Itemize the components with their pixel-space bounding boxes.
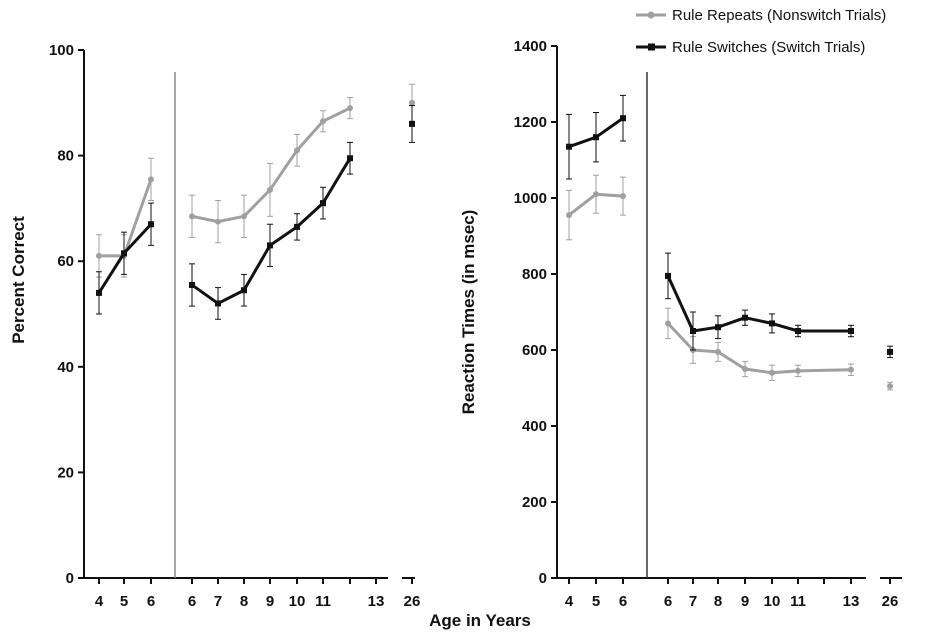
y-tick-label: 200 [522,494,547,511]
data-point [148,221,154,228]
data-point [620,193,626,200]
x-tick-label: 10 [289,593,306,610]
data-point [742,314,748,321]
data-point [848,328,854,334]
x-tick-label: 6 [147,593,155,610]
x-tick-label: 4 [565,593,574,610]
data-point [241,287,247,294]
legend: Rule Repeats (Nonswitch Trials) Rule Swit… [636,7,886,56]
data-point [347,155,353,162]
data-point [215,218,221,225]
data-point [593,191,599,198]
data-point [887,383,893,390]
x-tick-label: 13 [843,593,860,610]
data-point [320,200,326,207]
x-tick-label: 4 [95,593,104,610]
data-point [320,118,326,125]
y-tick-label: 80 [57,148,74,165]
data-point [566,143,572,150]
y-tick-label: 400 [522,418,547,435]
data-point [887,348,893,355]
legend-label: Rule Repeats (Nonswitch Trials) [672,7,886,24]
x-tick-label: 11 [790,593,806,610]
data-point [795,367,801,374]
data-point [769,369,775,376]
x-axis-label: Age in Years [429,611,531,630]
data-point [215,300,221,307]
series-line [191,106,351,224]
data-point [96,252,102,259]
y-tick-label: 800 [522,266,547,283]
data-point [566,212,572,219]
data-point [294,147,300,154]
y-tick-label: 0 [539,570,547,587]
data-point [690,328,696,334]
data-point [148,176,154,183]
data-point [121,250,127,257]
data-point [665,272,671,279]
legend-marker [648,43,655,51]
y-axis-label: Percent Correct [9,216,28,344]
data-point [267,186,273,193]
data-point [593,134,599,141]
x-tick-label: 13 [368,593,385,610]
data-point [294,223,300,230]
data-point [96,289,102,296]
y-tick-label: 20 [57,464,74,481]
y-tick-label: 60 [57,253,74,270]
x-tick-label: 6 [188,593,196,610]
x-tick-label: 9 [741,593,749,610]
data-point [620,115,626,122]
legend-label: Rule Switches (Switch Trials) [672,39,865,56]
data-point [848,366,854,373]
y-tick-label: 1200 [514,114,547,131]
x-tick-label: 6 [619,593,627,610]
percent-correct-chart: 0 20 40 60 80 100 4 5 6 6 7 8 9 10 11 13 26 Percent Corre… [9,42,420,610]
series-line [666,275,851,333]
y-tick-label: 1000 [514,190,547,207]
data-point [241,213,247,220]
data-point [267,242,273,249]
x-tick-label: 8 [240,593,248,610]
x-tick-label: 5 [120,593,128,610]
data-point [715,348,721,355]
x-tick-label: 5 [592,593,600,610]
data-point [189,281,195,288]
data-point [769,320,775,327]
series-line [99,178,153,258]
x-tick-label: 8 [714,593,722,610]
legend-marker [647,11,655,19]
y-axis-label: Reaction Times (in msec) [459,210,478,415]
data-point [665,320,671,327]
x-tick-label: 10 [764,593,781,610]
x-tick-label: 9 [266,593,274,610]
y-tick-label: 0 [66,570,74,587]
x-tick-label: 7 [214,593,222,610]
y-tick-label: 600 [522,342,547,359]
x-tick-label: 6 [664,593,672,610]
data-point [409,120,415,127]
data-point [715,324,721,331]
y-tick-label: 40 [57,359,74,376]
data-point [189,213,195,220]
x-tick-label: 7 [689,593,697,610]
data-point [347,105,353,112]
x-tick-label: 26 [404,593,421,610]
data-point [795,328,801,334]
data-point [742,366,748,372]
data-point [409,99,415,106]
y-tick-label: 100 [49,42,74,59]
series-line [191,157,352,305]
x-tick-label: 26 [882,593,899,610]
y-tick-label: 1400 [514,38,547,55]
x-tick-label: 11 [315,593,331,610]
